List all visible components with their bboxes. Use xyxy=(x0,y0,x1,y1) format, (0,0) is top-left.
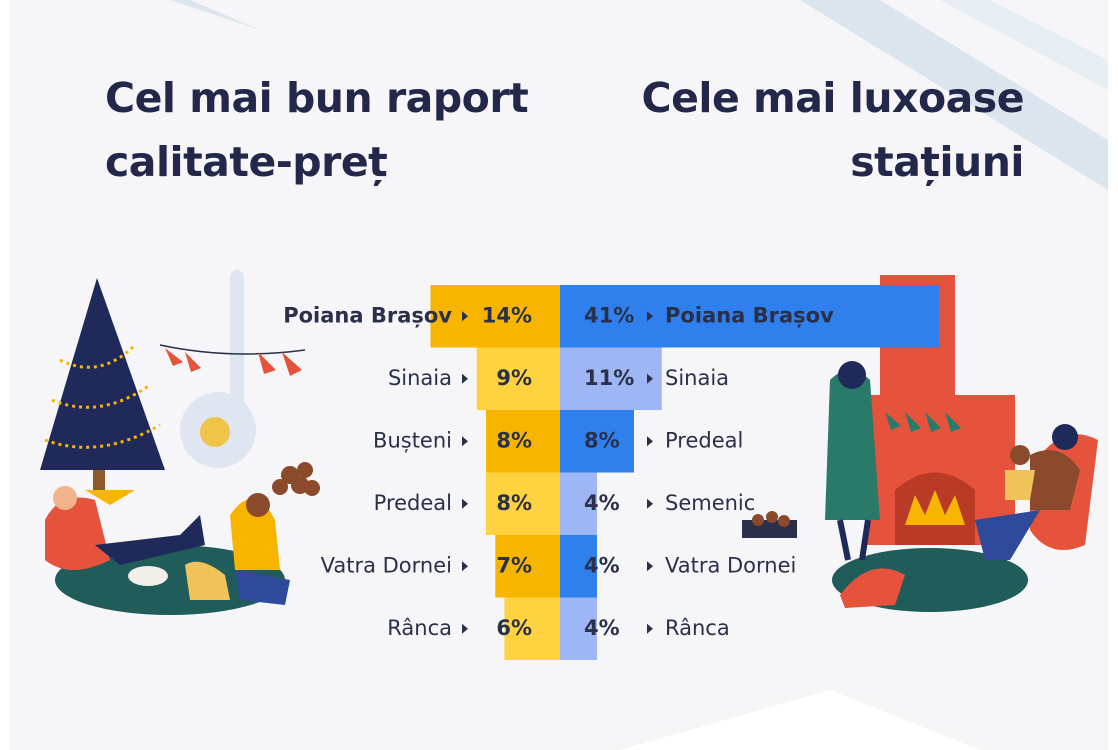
value-label: 6% xyxy=(496,616,532,640)
decor-snow xyxy=(620,690,980,750)
value-label: 41% xyxy=(584,303,634,327)
bar xyxy=(430,285,560,348)
arrow-icon xyxy=(462,498,468,509)
value-label: 4% xyxy=(584,491,620,515)
value-label: 8% xyxy=(496,428,532,452)
bar xyxy=(504,597,560,660)
value-label: 11% xyxy=(584,366,634,390)
bar xyxy=(486,472,560,535)
bar xyxy=(560,285,940,348)
value-label: 8% xyxy=(496,491,532,515)
edge xyxy=(1108,0,1118,750)
arrow-icon xyxy=(647,498,653,509)
arrow-icon xyxy=(647,311,653,322)
category-label: Sinaia xyxy=(388,366,452,390)
value-label: 4% xyxy=(584,553,620,577)
arrow-icon xyxy=(462,436,468,447)
category-label: Rânca xyxy=(387,616,452,640)
value-label: 8% xyxy=(584,428,620,452)
category-label: Poiana Brașov xyxy=(665,303,834,327)
bar xyxy=(560,410,634,473)
bar xyxy=(560,472,597,535)
edge xyxy=(0,0,9,750)
arrow-icon xyxy=(462,373,468,384)
category-label: Sinaia xyxy=(665,366,729,390)
decor-stripe xyxy=(940,0,1108,90)
arrow-icon xyxy=(647,561,653,572)
bar xyxy=(560,597,597,660)
category-label: Bușteni xyxy=(373,428,452,452)
category-label: Predeal xyxy=(665,428,743,452)
category-label: Vatra Dornei xyxy=(321,553,452,577)
category-label: Poiana Brașov xyxy=(283,303,452,327)
category-label: Vatra Dornei xyxy=(665,553,796,577)
bar xyxy=(486,410,560,473)
value-label: 4% xyxy=(584,616,620,640)
value-label: 9% xyxy=(496,366,532,390)
chart-title: Cel mai bun raport calitate-preț xyxy=(105,74,529,186)
arrow-icon xyxy=(462,311,468,322)
bar xyxy=(560,347,662,410)
value-label: 7% xyxy=(496,553,532,577)
arrow-icon xyxy=(647,373,653,384)
category-label: Rânca xyxy=(665,616,730,640)
bar xyxy=(495,535,560,598)
arrow-icon xyxy=(462,561,468,572)
category-label: Predeal xyxy=(374,491,452,515)
arrow-icon xyxy=(647,623,653,634)
decor-stripe xyxy=(170,0,260,30)
arrow-icon xyxy=(462,623,468,634)
value-label: 14% xyxy=(482,303,532,327)
chart-title: Cele mai luxoase stațiuni xyxy=(641,74,1025,186)
category-label: Semenic xyxy=(665,491,755,515)
decor-stripe xyxy=(800,0,1108,190)
illustration-left xyxy=(40,270,320,615)
bar xyxy=(560,535,597,598)
arrow-icon xyxy=(647,436,653,447)
bar xyxy=(476,347,560,410)
